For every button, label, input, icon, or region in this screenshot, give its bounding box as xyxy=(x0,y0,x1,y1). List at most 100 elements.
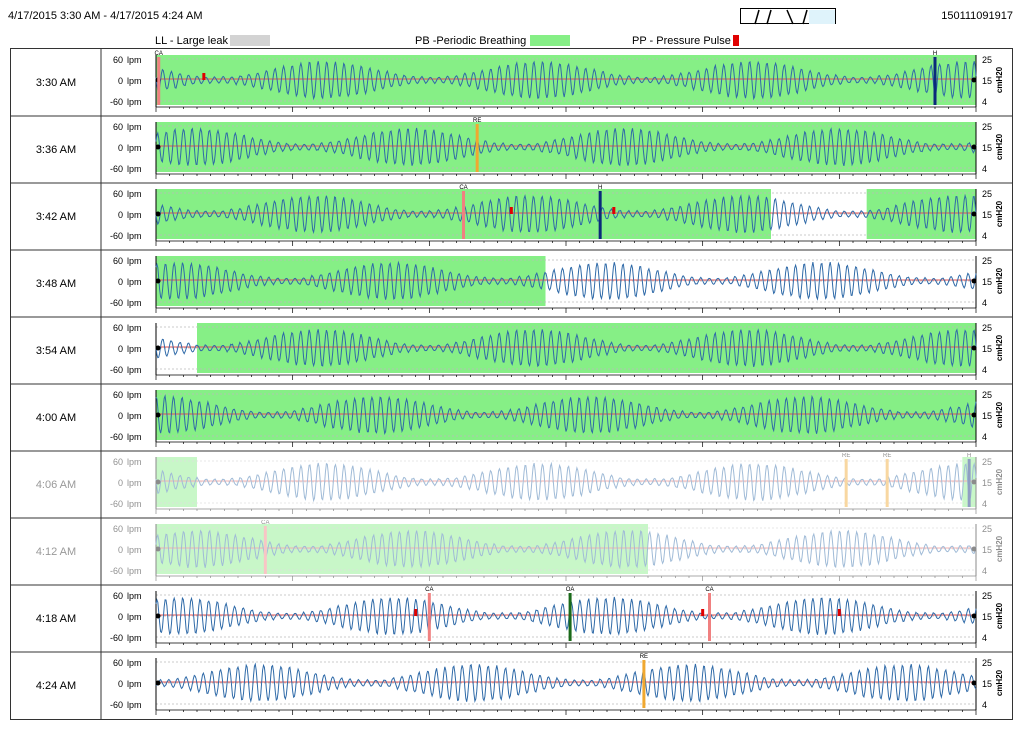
start-marker xyxy=(155,613,161,619)
left-tick-label: -60 xyxy=(110,298,123,308)
left-tick-unit: lpm xyxy=(127,97,142,107)
flow-waveform xyxy=(155,127,977,167)
start-marker xyxy=(155,412,161,418)
left-tick-label: 60 xyxy=(113,658,123,668)
event-pp xyxy=(509,207,513,214)
event-label: H xyxy=(933,51,937,57)
right-tick-label: 25 xyxy=(982,55,992,65)
left-tick-label: -60 xyxy=(110,164,123,174)
left-tick-label: 60 xyxy=(113,122,123,132)
right-axis-label: cmH20 xyxy=(995,468,1004,495)
start-marker xyxy=(155,278,161,284)
event-h xyxy=(933,57,937,105)
left-tick-label: 60 xyxy=(113,591,123,601)
left-tick-unit: lpm xyxy=(127,143,142,153)
right-axis-label: cmH20 xyxy=(995,133,1004,160)
strip-time-label: 3:48 AM xyxy=(36,278,76,290)
legend-label-pressure-pulse: PP - Pressure Pulse xyxy=(632,35,731,47)
flow-waveform xyxy=(155,328,977,368)
event-label: CA xyxy=(459,185,467,191)
left-tick-unit: lpm xyxy=(127,390,142,400)
event-oa xyxy=(568,593,572,641)
right-tick-label: 25 xyxy=(982,256,992,266)
left-tick-unit: lpm xyxy=(127,700,142,710)
left-tick-unit: lpm xyxy=(127,298,142,308)
flow-waveform xyxy=(155,461,977,503)
end-marker xyxy=(971,412,977,418)
right-tick-label: 15 xyxy=(982,210,992,220)
right-tick-label: 15 xyxy=(982,277,992,287)
event-h xyxy=(598,191,602,239)
left-tick-unit: lpm xyxy=(127,189,142,199)
left-tick-label: -60 xyxy=(110,700,123,710)
left-tick-label: 0 xyxy=(118,76,123,86)
left-tick-label: -60 xyxy=(110,633,123,643)
strip-time-label: 4:00 AM xyxy=(36,412,76,424)
strip-time-label: 4:12 AM xyxy=(36,546,76,558)
strip-1: 60 lpm 0 lpm -60 lpm 25 15 4 cmH20 RE xyxy=(110,118,1004,179)
end-marker xyxy=(971,144,977,150)
right-tick-label: 25 xyxy=(982,524,992,534)
event-ca xyxy=(157,57,161,105)
right-tick-label: 15 xyxy=(982,143,992,153)
strip-time-label: 3:36 AM xyxy=(36,144,76,156)
strip-time-label: 4:06 AM xyxy=(36,479,76,491)
strip-2: 60 lpm 0 lpm -60 lpm 25 15 4 cmH20 CA H xyxy=(110,185,1004,246)
left-tick-unit: lpm xyxy=(127,612,142,622)
left-tick-unit: lpm xyxy=(127,411,142,421)
left-tick-label: 60 xyxy=(113,55,123,65)
left-tick-unit: lpm xyxy=(127,277,142,287)
left-tick-unit: lpm xyxy=(127,524,142,534)
left-tick-label: 60 xyxy=(113,524,123,534)
event-label: CA xyxy=(425,587,433,593)
left-tick-label: 0 xyxy=(118,143,123,153)
strip-time-label: 4:24 AM xyxy=(36,680,76,692)
right-tick-label: 15 xyxy=(982,612,992,622)
right-tick-label: 15 xyxy=(982,545,992,555)
flow-waveform xyxy=(155,394,977,435)
right-tick-label: 15 xyxy=(982,679,992,689)
right-tick-label: 4 xyxy=(982,432,987,442)
event-h xyxy=(967,459,971,507)
left-tick-unit: lpm xyxy=(127,122,142,132)
left-tick-label: 0 xyxy=(118,545,123,555)
right-tick-label: 4 xyxy=(982,499,987,509)
start-marker xyxy=(155,479,161,485)
left-tick-label: -60 xyxy=(110,432,123,442)
left-tick-label: -60 xyxy=(110,499,123,509)
right-tick-label: 15 xyxy=(982,478,992,488)
left-tick-label: 60 xyxy=(113,256,123,266)
flow-waveform xyxy=(155,596,977,636)
strip-time-label: 3:54 AM xyxy=(36,345,76,357)
device-serial: 150111091917 xyxy=(941,10,1013,22)
left-tick-unit: lpm xyxy=(127,256,142,266)
strip-6: 60 lpm 0 lpm -60 lpm 25 15 4 cmH20 RE RE H xyxy=(110,453,1004,514)
start-marker xyxy=(155,144,161,150)
left-tick-unit: lpm xyxy=(127,679,142,689)
end-marker xyxy=(971,211,977,217)
left-tick-unit: lpm xyxy=(127,566,142,576)
right-tick-label: 4 xyxy=(982,164,987,174)
legend-swatch-large-leak xyxy=(230,35,270,46)
end-marker xyxy=(971,680,977,686)
strip-4: 60 lpm 0 lpm -60 lpm 25 15 4 cmH20 xyxy=(110,323,1004,380)
flow-waveform xyxy=(155,529,977,570)
left-tick-label: -60 xyxy=(110,97,123,107)
left-tick-label: 0 xyxy=(118,612,123,622)
right-tick-label: 25 xyxy=(982,323,992,333)
left-tick-label: 0 xyxy=(118,277,123,287)
strip-time-label: 3:30 AM xyxy=(36,77,76,89)
right-axis-label: cmH20 xyxy=(995,401,1004,428)
right-tick-label: 25 xyxy=(982,390,992,400)
right-axis-label: cmH20 xyxy=(995,66,1004,93)
flow-strip-panel: 60 lpm 0 lpm -60 lpm 25 15 4 cmH20 CA H 3:30 AM 60 lpm… xyxy=(10,48,1013,720)
left-tick-label: 60 xyxy=(113,390,123,400)
left-tick-unit: lpm xyxy=(127,633,142,643)
right-tick-label: 4 xyxy=(982,298,987,308)
left-tick-unit: lpm xyxy=(127,210,142,220)
flow-waveform xyxy=(155,193,977,235)
event-label: RE xyxy=(883,453,891,459)
strip-9: 60 lpm 0 lpm -60 lpm 25 15 4 cmH20 RE xyxy=(110,654,1004,715)
end-marker xyxy=(971,546,977,552)
event-pp xyxy=(202,73,206,80)
